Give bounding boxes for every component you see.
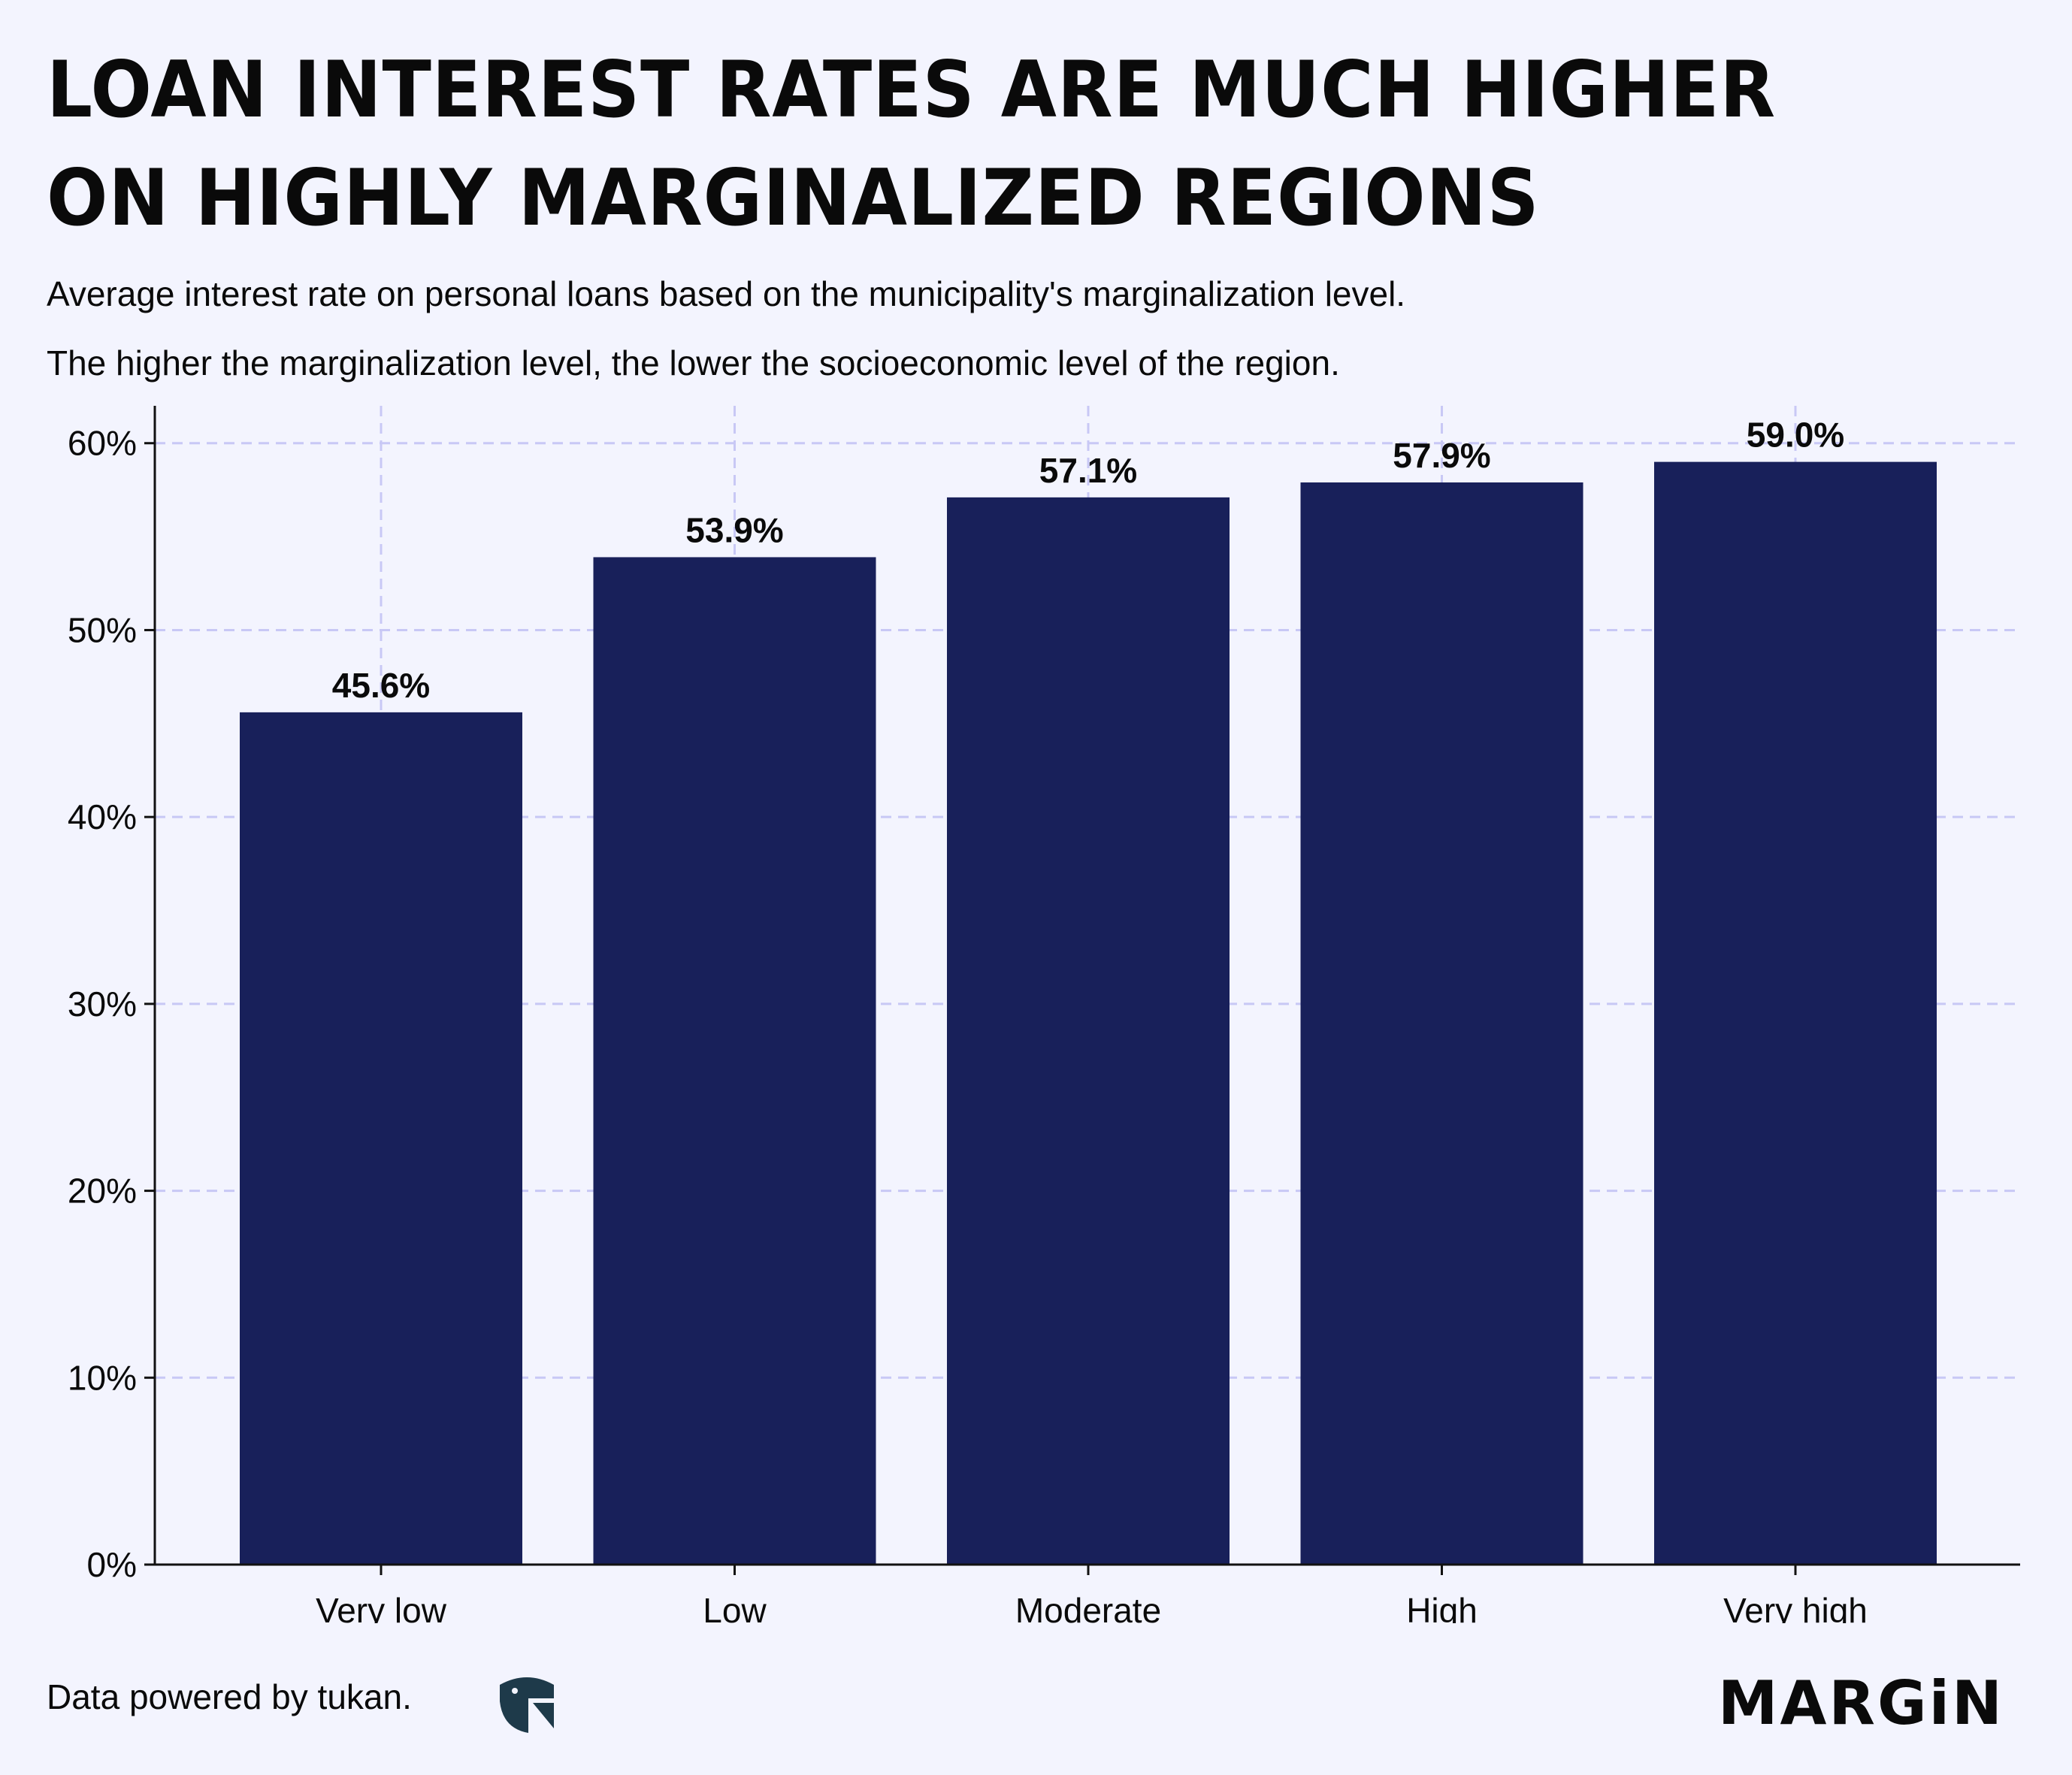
tukan-bird-icon	[500, 1677, 554, 1733]
bar-value-label: 53.9%	[685, 510, 783, 549]
chart-title-line-1: LOAN INTEREST RATES ARE MUCH HIGHER	[47, 45, 1777, 135]
y-tick-label: 60%	[68, 424, 137, 463]
y-tick-label: 50%	[68, 610, 137, 649]
chart-subtitle-line-2: The higher the marginalization level, th…	[47, 343, 1340, 383]
y-tick-label: 20%	[68, 1172, 137, 1211]
x-tick-label: Very low	[316, 1591, 447, 1623]
chart-title: LOAN INTEREST RATES ARE MUCH HIGHER ON H…	[47, 36, 1899, 252]
data-source-note: Data powered by tukan.	[47, 1677, 412, 1716]
bar	[947, 497, 1230, 1565]
chart-subtitle-line-1: Average interest rate on personal loans …	[47, 274, 1406, 313]
axes: Very low Low Moderate High Very high 0% 10% 20%…	[68, 406, 2020, 1623]
bar-value-label: 57.9%	[1393, 436, 1490, 475]
bar	[1300, 482, 1583, 1565]
x-tick-label: Very high	[1723, 1591, 1868, 1623]
x-tick-label: Low	[703, 1591, 767, 1623]
bar-value-label: 45.6%	[332, 666, 430, 705]
bar-chart: 45.6% 53.9% 57.1% 57.9% 59.0% Very low Low Mod…	[68, 406, 2020, 1623]
x-tick-label: High	[1406, 1591, 1478, 1623]
y-tick-label: 0%	[87, 1545, 137, 1584]
x-tick-label: Moderate	[1015, 1591, 1161, 1623]
y-tick-label: 30%	[68, 984, 137, 1024]
bar	[240, 712, 522, 1565]
bar-value-label: 59.0%	[1747, 416, 1844, 455]
margin-brand-logo: MARGiN	[1717, 1668, 2004, 1738]
chart-subtitle: Average interest rate on personal loans …	[47, 259, 2001, 398]
bars	[240, 461, 1937, 1565]
y-tick-label: 10%	[68, 1358, 137, 1397]
chart-title-line-2: ON HIGHLY MARGINALIZED REGIONS	[47, 153, 1540, 243]
y-tick-label: 40%	[68, 797, 137, 836]
bar-value-label: 57.1%	[1039, 451, 1137, 490]
data-labels: 45.6% 53.9% 57.1% 57.9% 59.0%	[332, 416, 1844, 705]
bar	[593, 557, 876, 1565]
bar	[1654, 461, 1937, 1565]
